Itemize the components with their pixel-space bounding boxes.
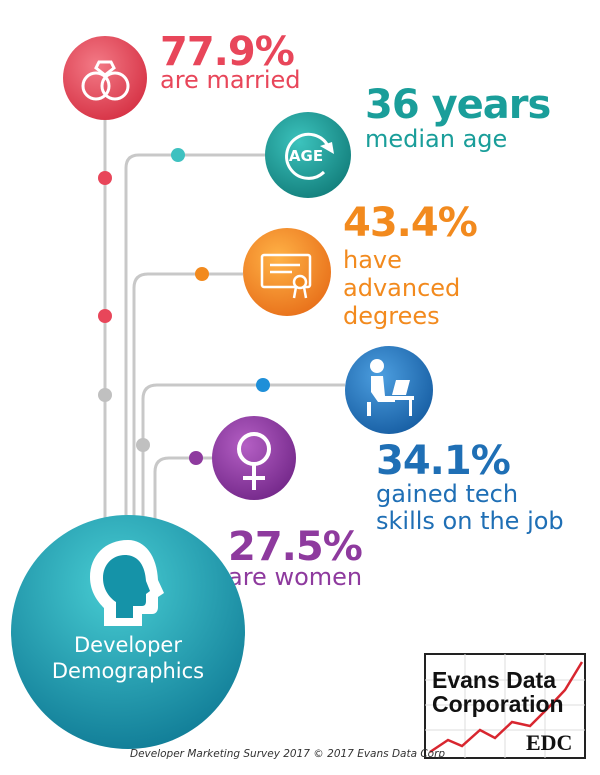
female-symbol-icon [237, 432, 271, 490]
tech-skills-desc-line2: skills on the job [376, 507, 564, 535]
wedding-rings-icon [81, 60, 130, 101]
median-age-value: 36 years [365, 82, 550, 128]
logo-line2: Corporation [432, 691, 564, 717]
median-age-desc: median age [365, 125, 507, 153]
logo-line1: Evans Data [432, 667, 556, 693]
women-badge [212, 416, 296, 500]
married-desc: are married [160, 66, 301, 94]
certificate-icon [260, 253, 312, 299]
age-badge [265, 112, 351, 198]
married-value: 77.9% [160, 29, 294, 75]
women-value: 27.5% [228, 524, 362, 570]
degrees-desc-line3: degrees [343, 302, 440, 330]
stat-median-age: AGE 36 years median age [265, 82, 551, 198]
age-icon-label: AGE [289, 147, 323, 165]
degrees-value: 43.4% [343, 200, 477, 246]
logo-abbr: EDC [526, 730, 572, 755]
tech-skills-value: 34.1% [376, 438, 510, 484]
tech-skills-badge [345, 346, 433, 434]
head-silhouette-icon [90, 540, 164, 626]
logo-trend-line [429, 661, 584, 754]
hub-title-line2: Demographics [52, 659, 204, 683]
footer-credit: Developer Marketing Survey 2017 © 2017 E… [130, 748, 445, 760]
degrees-desc-line2: advanced [343, 274, 460, 302]
connector-lines [103, 105, 345, 545]
age-cycle-icon: AGE [285, 132, 334, 180]
evans-data-logo: Evans Data Corporation EDC [424, 653, 586, 759]
stat-women: 27.5% are women [212, 416, 363, 591]
hub-title-line1: Developer [74, 633, 182, 657]
tech-skills-desc-line1: gained tech [376, 480, 518, 508]
stat-tech-skills: 34.1% gained tech skills on the job [345, 346, 564, 535]
degrees-desc-line1: have [343, 246, 402, 274]
person-at-desk-icon [367, 359, 414, 416]
hub-circle [11, 515, 245, 749]
developer-demographics-hub: Developer Demographics [11, 515, 245, 749]
women-desc: are women [228, 563, 362, 591]
stat-married: 77.9% are married [63, 29, 301, 120]
logo-grid [425, 654, 585, 758]
connector-dots [98, 148, 270, 465]
stat-advanced-degrees: 43.4% have advanced degrees [243, 200, 478, 330]
